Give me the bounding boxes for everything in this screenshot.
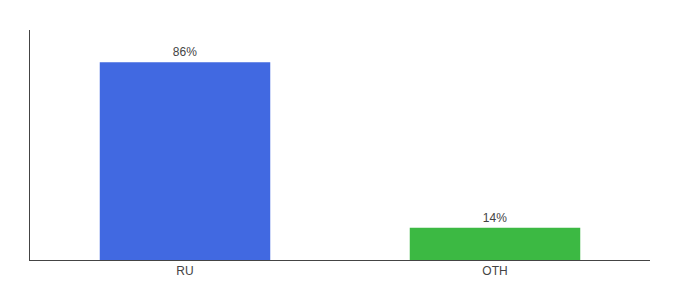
svg-text:14%: 14% [483,211,507,225]
svg-text:86%: 86% [173,45,197,59]
svg-text:RU: RU [176,264,193,278]
svg-text:OTH: OTH [482,264,507,278]
